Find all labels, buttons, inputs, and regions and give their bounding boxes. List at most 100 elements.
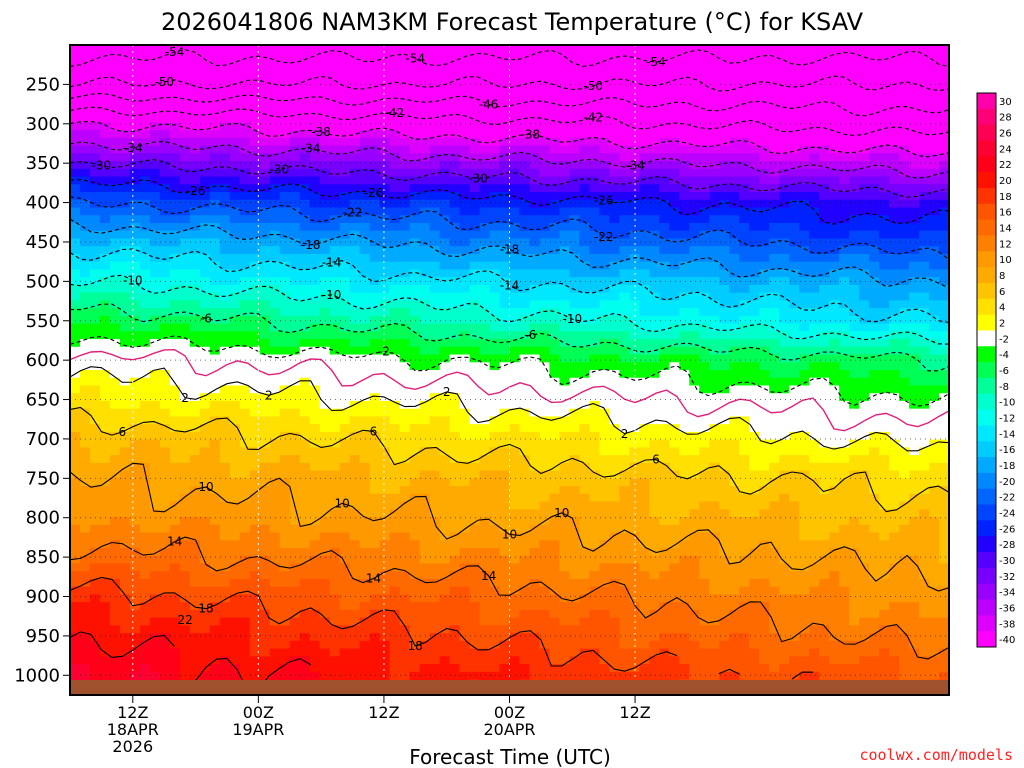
temperature-cell [129,671,141,681]
temperature-cell [239,370,251,379]
temperature-cell [279,68,291,77]
temperature-cell [509,517,521,526]
temperature-cell [109,478,121,487]
temperature-cell [589,594,600,603]
temperature-cell [649,486,660,495]
temperature-cell [229,633,241,642]
temperature-cell [549,91,561,100]
temperature-cell [409,664,421,673]
temperature-cell [119,594,131,603]
temperature-cell [279,300,291,309]
temperature-cell [489,517,501,526]
temperature-cell [239,215,251,224]
temperature-cell [529,192,541,201]
temperature-cell [499,207,511,216]
temperature-cell [359,238,371,247]
temperature-cell [519,408,531,418]
temperature-cell [379,331,391,340]
temperature-cell [329,609,341,619]
temperature-cell [469,385,481,394]
temperature-cell [189,625,201,634]
temperature-cell [149,114,161,123]
temperature-cell [499,277,511,286]
temperature-cell [589,609,600,619]
temperature-cell [329,571,341,580]
temperature-cell [319,339,331,348]
temperature-cell [419,300,431,309]
temperature-cell [499,145,511,154]
temperature-cell [79,130,91,139]
temperature-cell [269,130,281,139]
temperature-cell [189,486,201,495]
temperature-cell [359,664,371,673]
temperature-cell [279,594,291,603]
temperature-cell [169,184,181,193]
temperature-cell [609,130,620,139]
temperature-cell [499,586,511,596]
temperature-cell [269,137,281,147]
temperature-cell [439,315,451,325]
temperature-cell [189,261,201,271]
temperature-cell [129,609,141,619]
temperature-cell [599,199,610,209]
temperature-cell [599,52,610,62]
temperature-cell [569,60,581,69]
temperature-cell [449,99,461,108]
temperature-cell [479,269,491,278]
temperature-cell [229,385,241,394]
temperature-cell [449,517,461,526]
temperature-cell [229,532,241,541]
temperature-cell [169,253,181,263]
temperature-cell [589,137,600,147]
temperature-cell [369,292,381,301]
temperature-cell [309,308,321,317]
temperature-cell [329,377,341,387]
temperature-cell [519,230,531,240]
temperature-cell [389,416,401,425]
temperature-cell [279,532,291,541]
temperature-cell [99,400,111,410]
temperature-cell [289,253,301,263]
temperature-cell [539,640,551,650]
temperature-cell [629,462,640,472]
temperature-cell [469,478,481,487]
temperature-cell [159,323,171,332]
temperature-cell [499,106,511,116]
temperature-cell [189,609,201,619]
temperature-cell [259,400,271,410]
temperature-cell [569,509,581,518]
temperature-cell [159,377,171,387]
temperature-cell [179,354,191,363]
temperature-cell [269,75,281,85]
temperature-cell [579,354,591,363]
temperature-cell [569,462,581,472]
temperature-cell [489,346,501,356]
temperature-cell [649,493,660,503]
temperature-cell [459,547,471,557]
temperature-cell [139,362,151,371]
temperature-cell [529,145,541,154]
temperature-cell [629,478,640,487]
temperature-cell [559,393,571,402]
temperature-cell [559,532,571,541]
temperature-cell [449,300,461,309]
temperature-cell [289,586,301,596]
temperature-cell [259,253,271,263]
temperature-cell [519,153,531,162]
temperature-cell [219,130,231,139]
temperature-cell [339,640,351,650]
temperature-cell [309,238,321,247]
temperature-cell [569,609,581,619]
temperature-cell [119,45,131,54]
temperature-cell [139,439,151,448]
temperature-cell [499,656,511,665]
temperature-cell [609,540,620,549]
temperature-cell [199,524,211,534]
temperature-cell [619,416,630,425]
temperature-cell [89,130,101,139]
temperature-cell [319,161,331,170]
temperature-cell [509,68,521,77]
temperature-cell [549,532,561,541]
temperature-cell [609,393,620,402]
temperature-cell [169,640,181,650]
